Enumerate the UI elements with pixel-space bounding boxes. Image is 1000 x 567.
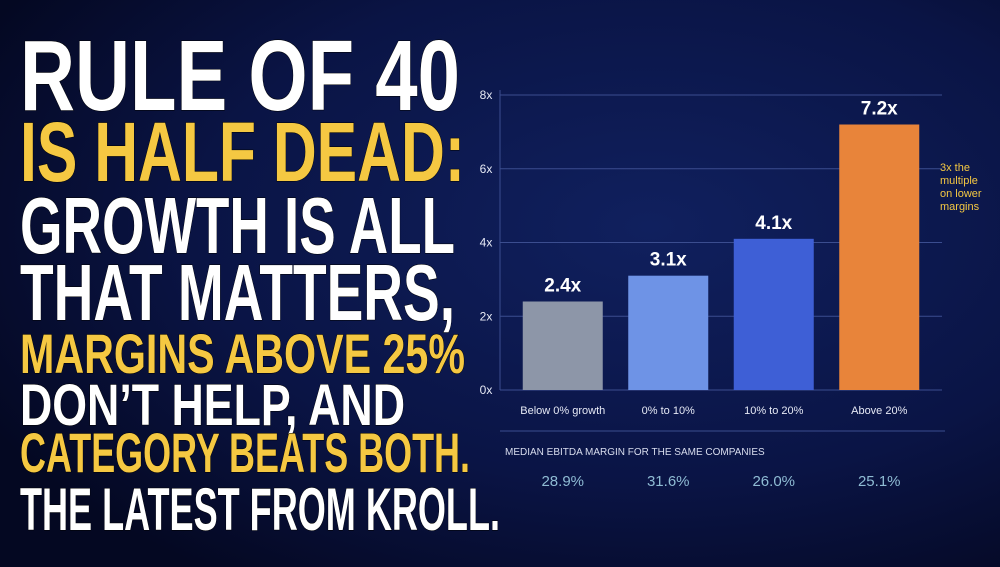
x-tick-label: Above 20%: [851, 405, 907, 417]
y-tick-label: 2x: [480, 309, 493, 323]
margin-value: 28.9%: [541, 473, 584, 490]
headline-line: DON’T HELP, AND: [20, 373, 405, 438]
bar: [628, 275, 709, 390]
headline-line: THE LATEST FROM KROLL.: [20, 476, 500, 543]
headline-line: CATEGORY BEATS BOTH.: [20, 421, 470, 484]
y-tick-label: 0x: [480, 383, 493, 397]
headline-line: GROWTH IS ALL: [20, 181, 455, 270]
y-tick-label: 6x: [480, 162, 493, 176]
bar: [733, 238, 814, 390]
annotation: multiple: [940, 175, 978, 187]
value-label: 4.1x: [755, 213, 792, 234]
margin-value: 31.6%: [647, 473, 690, 490]
headline-line: RULE OF 40: [20, 20, 460, 132]
headline-line: THAT MATTERS,: [20, 248, 455, 337]
annotation: margins: [940, 201, 980, 213]
subtitle: MEDIAN EBITDA MARGIN FOR THE SAME COMPAN…: [505, 447, 765, 458]
bar: [839, 124, 920, 390]
y-tick-label: 4x: [480, 236, 493, 250]
x-tick-label: Below 0% growth: [520, 405, 605, 417]
margin-value: 25.1%: [858, 473, 901, 490]
headline-line: MARGINS ABOVE 25%: [20, 322, 465, 385]
y-tick-label: 8x: [480, 88, 493, 102]
value-label: 3.1x: [650, 250, 687, 271]
margin-value: 26.0%: [752, 473, 795, 490]
x-tick-label: 10% to 20%: [744, 405, 804, 417]
annotation: on lower: [940, 188, 982, 200]
bar: [522, 301, 603, 390]
headline-line: IS HALF DEAD:: [20, 105, 465, 199]
x-tick-label: 0% to 10%: [642, 405, 695, 417]
annotation: 3x the: [940, 162, 970, 174]
chart: 0x 2x 4x 6x 8x 2.4x Below 0% growth 28.9% 3.1x 0%…: [480, 88, 982, 490]
value-label: 2.4x: [544, 276, 581, 297]
value-label: 7.2x: [861, 99, 898, 120]
